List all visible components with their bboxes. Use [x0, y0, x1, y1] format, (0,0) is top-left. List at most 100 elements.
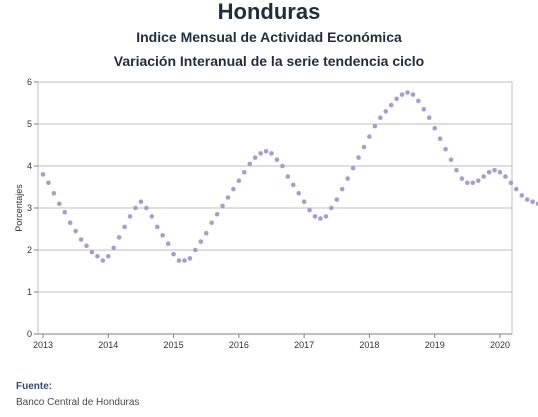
x-tick-label: 2018 — [359, 340, 379, 350]
data-point — [508, 180, 514, 186]
data-point — [220, 203, 225, 209]
chart-subtitle: Indice Mensual de Actividad Económica — [136, 29, 402, 45]
data-point — [416, 98, 421, 104]
data-point — [443, 146, 448, 152]
data-point — [198, 239, 204, 244]
y-axis-label: Porcentajes — [14, 184, 24, 232]
data-point — [40, 172, 46, 177]
data-point — [187, 256, 193, 261]
data-point — [176, 258, 182, 263]
data-point — [383, 109, 389, 114]
data-point — [378, 115, 383, 120]
data-point — [514, 186, 519, 192]
data-point — [388, 102, 394, 108]
x-tick-label: 2019 — [425, 340, 445, 350]
data-point — [138, 199, 144, 204]
data-point — [426, 115, 432, 120]
data-point — [530, 199, 535, 204]
data-point — [122, 224, 127, 230]
data-point — [432, 125, 438, 131]
data-point — [437, 136, 443, 141]
data-point — [154, 224, 160, 230]
data-point — [225, 195, 231, 200]
data-point — [345, 176, 350, 181]
data-point — [334, 197, 340, 202]
data-point — [339, 186, 345, 192]
data-point — [372, 123, 378, 129]
data-point — [84, 243, 89, 249]
data-point — [247, 161, 253, 167]
y-tick-label: 0 — [27, 329, 32, 339]
data-point — [160, 233, 165, 238]
data-point — [46, 180, 51, 186]
x-tick-label: 2015 — [164, 340, 184, 350]
data-point — [323, 214, 329, 219]
data-point — [535, 201, 538, 207]
source-text: Banco Central de Honduras — [16, 397, 140, 408]
data-point — [182, 258, 187, 263]
data-point — [236, 178, 242, 183]
data-point — [111, 245, 117, 251]
data-point — [269, 151, 274, 156]
x-tick-label: 2014 — [98, 340, 118, 350]
data-point — [519, 193, 525, 198]
data-point — [301, 199, 307, 204]
y-tick-label: 3 — [27, 203, 32, 213]
data-point — [274, 157, 280, 162]
data-point — [95, 253, 100, 259]
data-point — [116, 235, 122, 240]
source-label: Fuente: — [16, 381, 53, 392]
chart-subtitle-2: Variación Interanual de la serie tendenc… — [113, 53, 425, 69]
data-point — [252, 155, 258, 160]
data-point — [285, 174, 291, 179]
data-point — [62, 209, 68, 215]
data-point — [318, 216, 323, 221]
data-point — [405, 90, 410, 95]
data-point — [203, 230, 209, 236]
data-point — [100, 258, 106, 263]
data-point — [258, 151, 263, 156]
data-point — [133, 205, 138, 211]
data-point — [296, 191, 302, 196]
data-point — [356, 155, 361, 160]
data-point — [394, 96, 399, 102]
data-point — [51, 191, 57, 196]
data-point — [367, 134, 372, 139]
data-point — [73, 228, 78, 234]
data-point — [329, 205, 334, 211]
data-point — [307, 207, 312, 213]
data-point — [465, 180, 470, 186]
data-point — [454, 167, 459, 173]
data-point — [105, 253, 111, 259]
data-point — [350, 165, 356, 171]
y-tick-label: 1 — [27, 287, 32, 297]
data-point — [171, 251, 176, 257]
data-point — [448, 157, 454, 162]
data-point — [209, 220, 214, 225]
data-point — [361, 144, 367, 150]
data-point — [193, 247, 198, 253]
chart-title: Honduras — [217, 0, 321, 24]
data-point — [263, 149, 269, 154]
data-point — [503, 174, 508, 179]
data-point — [475, 178, 481, 183]
data-point — [470, 180, 476, 186]
x-tick-label: 2016 — [229, 340, 249, 350]
data-point — [312, 214, 318, 219]
data-point — [127, 214, 133, 219]
data-point — [78, 237, 84, 242]
data-point — [231, 186, 236, 192]
x-tick-label: 2017 — [294, 340, 314, 350]
x-tick-label: 2013 — [33, 340, 53, 350]
data-point — [214, 212, 220, 217]
data-point — [57, 201, 62, 207]
data-point — [89, 249, 95, 255]
data-point — [280, 163, 285, 169]
data-point — [486, 170, 492, 175]
y-tick-label: 4 — [27, 161, 32, 171]
data-point — [165, 241, 171, 246]
data-point — [524, 197, 530, 202]
data-point — [481, 174, 486, 179]
data-point — [421, 107, 427, 112]
